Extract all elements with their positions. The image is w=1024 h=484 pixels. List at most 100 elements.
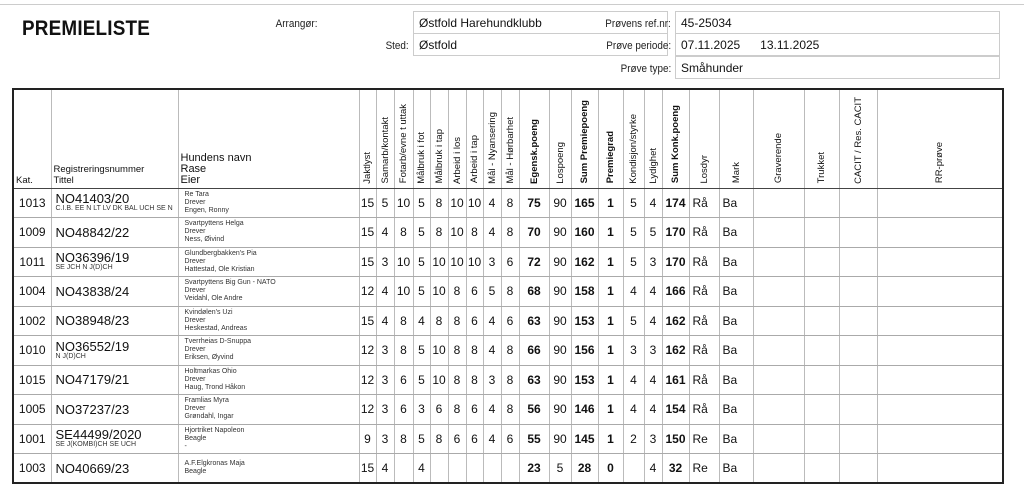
kat-cell: 1010: [13, 335, 51, 366]
score-cell: 5: [622, 247, 644, 277]
score-cell: [803, 217, 839, 248]
hund-cell: A.F.Elgkronas Maja Beagle: [177, 453, 359, 484]
score-cell: 3: [412, 394, 430, 425]
hund-navn: Svartpyttens Helga: [184, 220, 244, 228]
score-cell: Rå: [688, 365, 719, 395]
col-label: Sum Premiepoeng: [579, 100, 590, 184]
score-cell: 4: [643, 188, 662, 218]
table-row: 1001 SE44499/2020 SE J(KOMBI)CH SE UCH Hj…: [13, 424, 1003, 454]
score-cell: 6: [465, 306, 483, 336]
hund-eier: Hattestad, Ole Kristian: [184, 265, 255, 273]
kat-cell: 1005: [13, 394, 51, 425]
reg-number: NO38948/23: [55, 313, 130, 329]
ref-label: Prøvens ref.nr:: [605, 18, 671, 30]
score-cell: 10: [429, 335, 448, 366]
hund-navn: Svartpyttens Big Gun - NATO: [184, 279, 276, 287]
reg-number: NO48842/22: [55, 224, 130, 240]
col-reg-label: Registreringsnummer: [53, 163, 145, 175]
score-cell: [803, 188, 839, 218]
score-cell: [838, 424, 877, 454]
reg-number: NO47179/21: [55, 372, 130, 388]
score-cell: 8: [500, 365, 519, 395]
score-cell: 12: [358, 365, 376, 395]
score-cell: Rå: [688, 306, 719, 336]
score-cell: Rå: [688, 188, 719, 218]
col-label: Fotarb/evne t uttak: [398, 104, 409, 184]
score-cell: 158: [570, 276, 598, 307]
score-cell: 5: [548, 453, 571, 484]
score-cell: 170: [661, 247, 689, 277]
score-cell: [876, 453, 1003, 484]
score-cell: 8: [500, 394, 519, 425]
periode-label: Prøve periode:: [606, 40, 671, 52]
score-cell: [876, 335, 1003, 366]
score-cell: Re: [688, 424, 719, 454]
score-cell: 160: [570, 217, 598, 248]
score-cell: 3: [622, 335, 644, 366]
kat-cell: 1015: [13, 365, 51, 395]
score-cell: 6: [465, 424, 483, 454]
score-cell: 55: [518, 424, 549, 454]
col-label: Arbeid i tap: [469, 135, 480, 184]
score-cell: 156: [570, 335, 598, 366]
col-mål-hørbarhet: Mål - Hørbarhet: [500, 89, 519, 189]
score-cell: 68: [518, 276, 549, 307]
table-row: 1004 NO43838/24 Svartpyttens Big Gun - N…: [13, 276, 1003, 307]
col-label: Jaktlyst: [362, 151, 373, 184]
score-cell: 4: [375, 306, 394, 336]
score-cell: [752, 276, 804, 307]
score-cell: 8: [393, 424, 413, 454]
col-målbruk-i-tap: Målbruk i tap: [429, 89, 448, 189]
reg-number: NO36396/19: [55, 250, 130, 266]
score-cell: 4: [482, 217, 501, 248]
reg-cell: NO38948/23: [50, 306, 178, 336]
col-mark: Mark: [718, 89, 753, 189]
hund-navn: Tverrheias D-Snuppa: [184, 338, 252, 346]
col-label: CACIT / Res. CACIT: [852, 96, 864, 184]
score-cell: 162: [661, 306, 689, 336]
score-cell: 6: [447, 424, 466, 454]
score-cell: 146: [570, 394, 598, 425]
score-cell: 8: [465, 217, 483, 248]
score-cell: 4: [622, 365, 644, 395]
col-label: Kondisjon/styrke: [628, 113, 639, 184]
col-trukket: Trukket: [803, 89, 839, 189]
score-cell: 1: [597, 394, 623, 425]
score-cell: 4: [375, 217, 394, 248]
score-cell: [838, 247, 877, 277]
score-cell: Ba: [718, 306, 753, 336]
score-cell: 165: [570, 188, 598, 218]
col-lospoeng: Lospoeng: [548, 89, 571, 189]
score-cell: 4: [482, 188, 501, 218]
hund-navn: Kvindølen's Uzi: [184, 308, 233, 316]
score-cell: Ba: [718, 424, 753, 454]
score-cell: 1: [597, 217, 623, 248]
table-row: 1011 NO36396/19 SE JCH N J(D)CH Glundberg…: [13, 247, 1003, 277]
score-cell: 10: [393, 188, 413, 218]
reg-number: SE44499/2020: [55, 427, 142, 443]
score-cell: 3: [482, 247, 501, 277]
score-cell: 3: [375, 424, 394, 454]
score-cell: 3: [375, 394, 394, 425]
score-cell: 6: [393, 394, 413, 425]
score-cell: [876, 306, 1003, 336]
score-cell: Rå: [688, 335, 719, 366]
score-cell: 4: [643, 276, 662, 307]
score-cell: [752, 453, 804, 484]
score-cell: 150: [661, 424, 689, 454]
score-cell: 32: [661, 453, 689, 484]
kat-cell: 1002: [13, 306, 51, 336]
score-cell: 4: [375, 453, 394, 484]
hund-eier: Haug, Trond Håkon: [184, 383, 246, 391]
reg-cell: NO41403/20 C.I.B. EE N LT LV DK BAL UCH S…: [50, 188, 178, 218]
score-cell: 154: [661, 394, 689, 425]
score-cell: 56: [518, 394, 549, 425]
score-cell: 1: [597, 424, 623, 454]
score-cell: 4: [643, 453, 662, 484]
score-cell: 166: [661, 276, 689, 307]
score-cell: 6: [465, 276, 483, 307]
hund-cell: Holtmarkas Ohio Drever Haug, Trond Håkon: [177, 365, 359, 395]
score-cell: [876, 247, 1003, 277]
col-label: Lospoeng: [554, 141, 566, 184]
sted-field: Østfold: [413, 33, 668, 56]
